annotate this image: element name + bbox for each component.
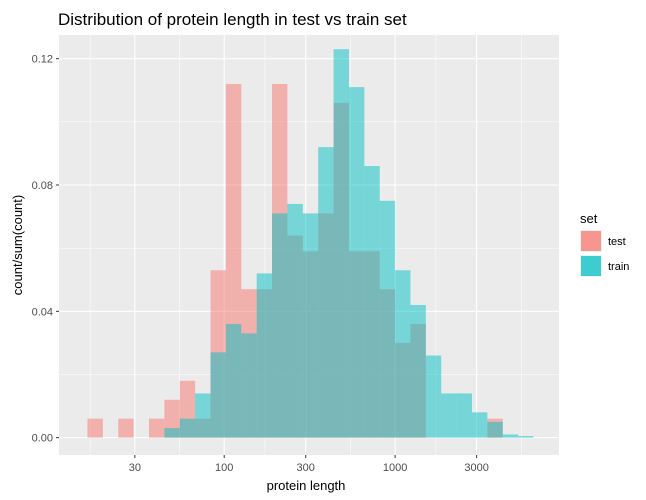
bar-test xyxy=(148,418,165,438)
y-axis-title: count/sum(count) xyxy=(10,195,25,295)
histogram-bars xyxy=(87,49,534,438)
bar-train xyxy=(487,421,503,438)
bar-train xyxy=(272,213,288,438)
bar-train xyxy=(333,49,349,438)
bar-train xyxy=(472,412,488,438)
chart-title: Distribution of protein length in test v… xyxy=(58,10,407,29)
bar-train xyxy=(379,200,396,438)
legend: set test train xyxy=(580,211,629,277)
bar-train xyxy=(502,434,519,438)
bar-train xyxy=(302,213,319,438)
x-tick-label: 30 xyxy=(129,462,141,474)
legend-swatch-train xyxy=(581,256,601,276)
y-tick-label: 0.00 xyxy=(32,433,53,445)
bar-train xyxy=(256,273,273,438)
bar-train xyxy=(456,393,473,438)
legend-swatch-test xyxy=(581,231,601,251)
bar-train xyxy=(225,323,242,438)
bar-train xyxy=(441,393,457,438)
y-tick-label: 0.04 xyxy=(32,306,53,318)
bar-train xyxy=(195,393,211,438)
bar-train xyxy=(425,355,442,438)
legend-label-test: test xyxy=(608,236,626,248)
bar-train xyxy=(518,436,534,438)
bar-train xyxy=(241,333,257,438)
x-tick-label: 100 xyxy=(215,462,233,474)
y-tick-label: 0.12 xyxy=(32,54,53,66)
bar-train xyxy=(164,428,180,438)
x-axis-title: protein length xyxy=(267,478,346,493)
bar-train xyxy=(318,147,334,438)
bar-train xyxy=(179,418,196,438)
x-tick-label: 300 xyxy=(297,462,315,474)
bar-train xyxy=(348,87,365,438)
x-axis-ticks: 30 100 300 1000 3000 xyxy=(129,455,489,474)
bar-train xyxy=(410,305,426,438)
bar-train xyxy=(287,203,303,438)
bar-train xyxy=(210,352,226,438)
y-axis-ticks: 0.00 0.04 0.08 0.12 xyxy=(32,54,59,445)
y-tick-label: 0.08 xyxy=(32,180,53,192)
x-tick-label: 1000 xyxy=(383,462,407,474)
bar-test xyxy=(118,418,134,438)
legend-title: set xyxy=(580,211,598,226)
bar-train xyxy=(395,270,411,438)
legend-label-train: train xyxy=(608,261,629,273)
bar-train xyxy=(364,166,380,438)
x-tick-label: 3000 xyxy=(464,462,488,474)
bar-test xyxy=(87,418,103,438)
